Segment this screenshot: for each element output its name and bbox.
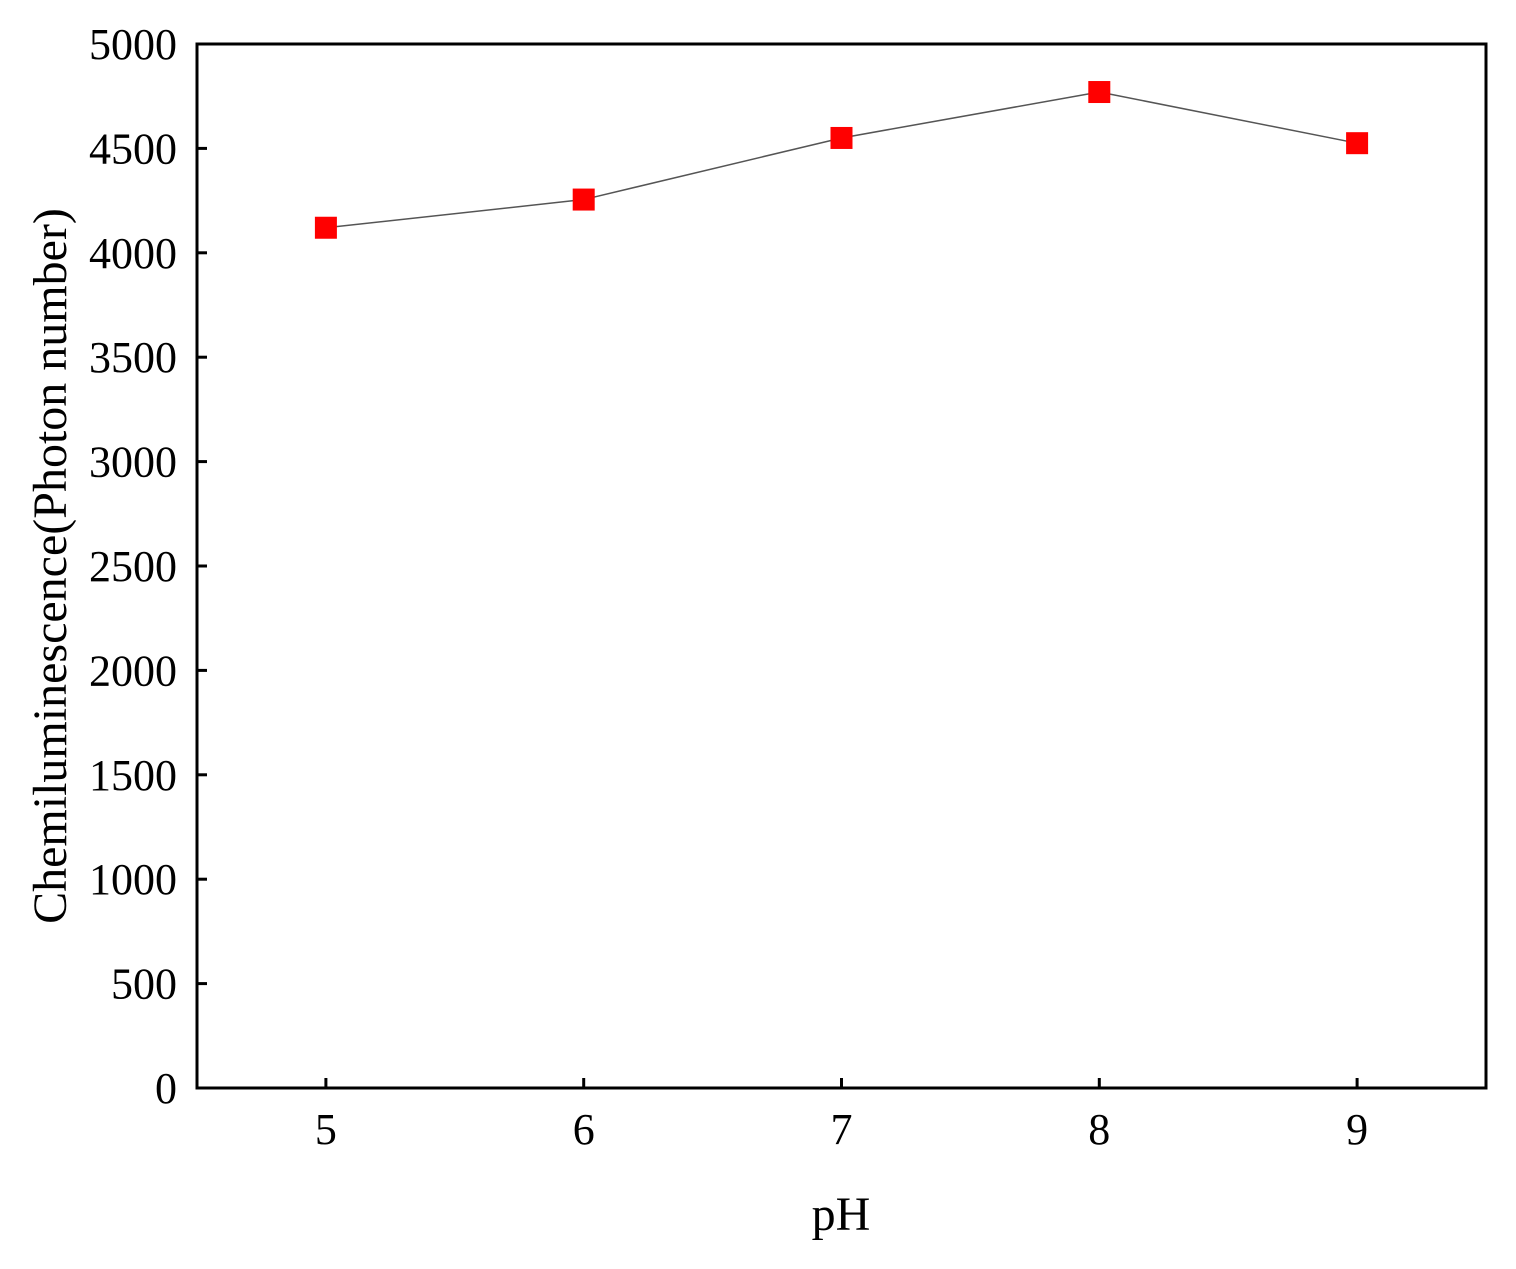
x-tick-label: 9 bbox=[1346, 1105, 1368, 1154]
data-point-marker bbox=[1346, 132, 1369, 155]
y-tick-label: 5000 bbox=[89, 20, 177, 69]
y-tick-label: 3500 bbox=[89, 333, 177, 382]
data-point-marker bbox=[314, 216, 337, 239]
series-lines bbox=[325, 91, 1358, 229]
y-tick-label: 1000 bbox=[89, 855, 177, 904]
data-point-marker bbox=[1088, 81, 1111, 104]
x-tick-label: 8 bbox=[1088, 1105, 1110, 1154]
y-tick-label: 4000 bbox=[89, 229, 177, 278]
data-point-marker bbox=[830, 126, 853, 149]
y-tick-label: 2000 bbox=[89, 646, 177, 695]
y-tick-label: 3000 bbox=[89, 438, 177, 487]
series-markers bbox=[314, 81, 1369, 239]
series-line-segment bbox=[1099, 91, 1358, 144]
y-axis-label: Chemiluminescence(Photon number) bbox=[24, 208, 77, 924]
data-point-marker bbox=[572, 188, 595, 211]
series-line-segment bbox=[583, 137, 842, 201]
series-line-segment bbox=[325, 198, 584, 229]
y-tick-label: 1500 bbox=[89, 751, 177, 800]
plot-frame bbox=[195, 42, 1488, 1090]
series-line-segment bbox=[841, 91, 1100, 139]
y-tick-label: 4500 bbox=[89, 124, 177, 173]
x-tick-label: 6 bbox=[573, 1105, 595, 1154]
y-tick-label: 0 bbox=[155, 1064, 177, 1113]
x-tick-label: 5 bbox=[315, 1105, 337, 1154]
y-tick-label: 2500 bbox=[89, 542, 177, 591]
axis-ticks bbox=[197, 42, 1359, 1090]
tick-labels: 0 500 1000 1500 2000 2500 3000 3500 4000 4500 5000… bbox=[89, 20, 1368, 1154]
y-tick-label: 500 bbox=[111, 960, 177, 1009]
x-tick-label: 7 bbox=[831, 1105, 853, 1154]
x-axis-label: pH bbox=[812, 1188, 871, 1241]
